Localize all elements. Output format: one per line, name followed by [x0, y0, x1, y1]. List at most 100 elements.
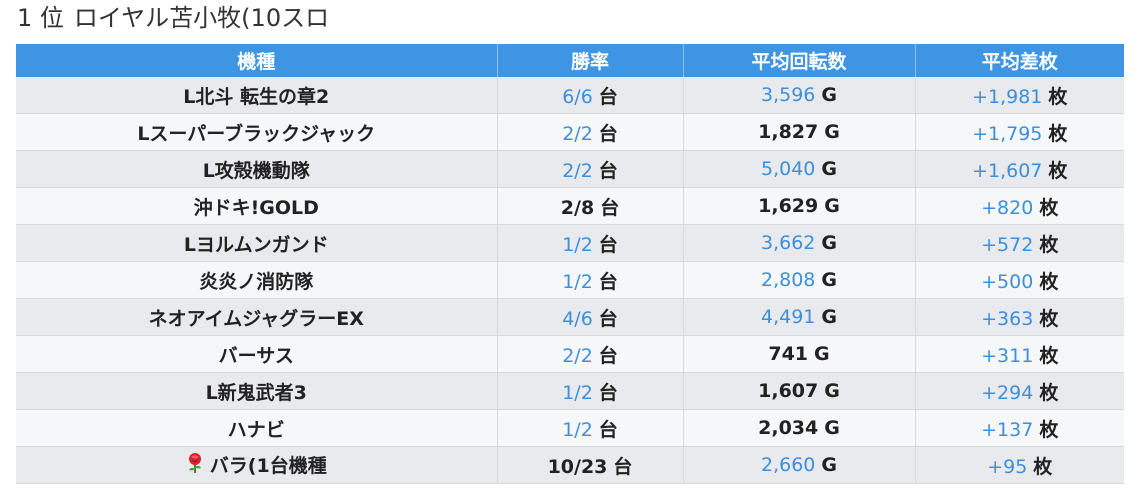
avg-diff-value: +572: [981, 233, 1034, 256]
avg-spins-unit: G: [821, 232, 837, 254]
machine-name: 炎炎ノ消防隊: [199, 270, 314, 293]
avg-spins-value: 741: [768, 343, 809, 365]
avg-spins-unit: G: [824, 121, 840, 143]
win-rate-cell: 2/2 台: [497, 113, 684, 151]
win-rate-cell: 1/2 台: [497, 409, 684, 447]
table-row: ハナビ 1/2 台 2,034 G +137 枚: [16, 409, 1124, 447]
win-rate-cell: 1/2 台: [497, 372, 684, 410]
machine-cell: Lスーパーブラックジャック: [16, 113, 498, 151]
page-title: 1 位ロイヤル苫小牧(10スロ: [17, 2, 329, 34]
win-rate-cell: 2/2 台: [497, 150, 684, 188]
machine-cell: L攻殻機動隊: [16, 150, 498, 188]
machine-cell: 沖ドキ!GOLD: [16, 187, 498, 225]
store-name: ロイヤル苫小牧(10スロ: [73, 4, 330, 32]
win-rate-cell: 2/8 台: [497, 187, 684, 225]
avg-spins-unit: G: [824, 195, 840, 217]
avg-diff-unit: 枚: [1039, 233, 1059, 256]
win-rate-unit: 台: [598, 307, 618, 330]
header-machine: 機種: [16, 44, 498, 77]
avg-diff-unit: 枚: [1039, 418, 1059, 441]
avg-diff-cell: +1,607 枚: [915, 150, 1124, 188]
avg-diff-unit: 枚: [1048, 159, 1068, 182]
machine-name: L攻殻機動隊: [202, 159, 310, 182]
avg-spins-cell: 1,629 G: [683, 187, 916, 225]
machine-cell: L北斗 転生の章2: [16, 77, 498, 114]
win-rate-value: 1/2: [562, 418, 593, 441]
avg-spins-value: 2,660: [760, 454, 816, 476]
machine-name: Lスーパーブラックジャック: [137, 122, 376, 145]
rank-label: 1 位: [17, 4, 64, 32]
avg-spins-value: 1,827: [758, 121, 819, 143]
avg-spins-cell: 2,808 G: [683, 261, 916, 299]
table-row: バラ(1台機種 10/23 台 2,660 G +95 枚: [16, 446, 1124, 484]
win-rate-value: 2/2: [562, 122, 593, 145]
header-avg-spins: 平均回転数: [683, 44, 916, 77]
avg-diff-value: +1,795: [972, 122, 1043, 145]
avg-spins-cell: 741 G: [683, 335, 916, 373]
avg-diff-cell: +311 枚: [915, 335, 1124, 373]
avg-spins-unit: G: [824, 380, 840, 402]
table-row: L新鬼武者3 1/2 台 1,607 G +294 枚: [16, 372, 1124, 410]
header-avg-diff: 平均差枚: [915, 44, 1124, 77]
header-row: 機種 勝率 平均回転数 平均差枚: [16, 44, 1124, 77]
avg-diff-cell: +572 枚: [915, 224, 1124, 262]
table-row: Lスーパーブラックジャック 2/2 台 1,827 G +1,795 枚: [16, 113, 1124, 151]
avg-diff-unit: 枚: [1039, 270, 1059, 293]
machine-name: L北斗 転生の章2: [183, 85, 330, 108]
win-rate-value: 2/2: [562, 344, 593, 367]
avg-diff-unit: 枚: [1039, 196, 1059, 219]
avg-diff-unit: 枚: [1033, 455, 1053, 478]
ranking-table: 機種 勝率 平均回転数 平均差枚 L北斗 転生の章2 6/6 台 3,596 G +1,9…: [16, 44, 1124, 484]
machine-cell: バーサス: [16, 335, 498, 373]
machine-cell: Lヨルムンガンド: [16, 224, 498, 262]
avg-diff-unit: 枚: [1039, 381, 1059, 404]
win-rate-unit: 台: [598, 233, 618, 256]
avg-spins-cell: 4,491 G: [683, 298, 916, 336]
avg-spins-cell: 3,596 G: [683, 77, 916, 114]
table-header: 機種 勝率 平均回転数 平均差枚: [16, 44, 1124, 77]
avg-spins-unit: G: [821, 158, 837, 180]
win-rate-value: 4/6: [562, 307, 593, 330]
machine-name: Lヨルムンガンド: [183, 233, 329, 256]
table-row: L北斗 転生の章2 6/6 台 3,596 G +1,981 枚: [16, 77, 1124, 114]
avg-diff-unit: 枚: [1039, 344, 1059, 367]
avg-spins-value: 4,491: [760, 306, 816, 328]
avg-spins-cell: 1,827 G: [683, 113, 916, 151]
win-rate-unit: 台: [598, 85, 618, 108]
win-rate-unit: 台: [598, 418, 618, 441]
avg-diff-cell: +363 枚: [915, 298, 1124, 336]
avg-spins-value: 1,629: [758, 195, 819, 217]
win-rate-unit: 台: [598, 381, 618, 404]
win-rate-unit: 台: [598, 159, 618, 182]
win-rate-value: 2/8: [560, 196, 595, 219]
table-body: L北斗 転生の章2 6/6 台 3,596 G +1,981 枚 Lスーパーブラックジャック 2…: [16, 77, 1124, 484]
avg-diff-value: +311: [981, 344, 1034, 367]
machine-cell: L新鬼武者3: [16, 372, 498, 410]
avg-spins-value: 3,662: [760, 232, 816, 254]
win-rate-value: 6/6: [562, 85, 593, 108]
avg-spins-cell: 2,034 G: [683, 409, 916, 447]
table-row: 炎炎ノ消防隊 1/2 台 2,808 G +500 枚: [16, 261, 1124, 299]
avg-diff-value: +500: [981, 270, 1034, 293]
win-rate-cell: 1/2 台: [497, 261, 684, 299]
avg-diff-cell: +137 枚: [915, 409, 1124, 447]
win-rate-cell: 4/6 台: [497, 298, 684, 336]
avg-spins-unit: G: [821, 454, 837, 476]
avg-spins-unit: G: [824, 417, 840, 439]
avg-spins-unit: G: [814, 343, 830, 365]
avg-diff-value: +95: [987, 455, 1028, 478]
win-rate-unit: 台: [598, 122, 618, 145]
win-rate-cell: 6/6 台: [497, 77, 684, 114]
avg-spins-cell: 3,662 G: [683, 224, 916, 262]
avg-diff-cell: +820 枚: [915, 187, 1124, 225]
machine-cell: ネオアイムジャグラーEX: [16, 298, 498, 336]
avg-diff-unit: 枚: [1048, 122, 1068, 145]
avg-diff-cell: +1,981 枚: [915, 77, 1124, 114]
avg-spins-value: 2,808: [760, 269, 816, 291]
win-rate-cell: 10/23 台: [497, 446, 684, 484]
avg-spins-cell: 2,660 G: [683, 446, 916, 484]
avg-diff-value: +1,607: [972, 159, 1043, 182]
avg-spins-unit: G: [821, 84, 837, 106]
machine-cell: バラ(1台機種: [16, 446, 498, 484]
